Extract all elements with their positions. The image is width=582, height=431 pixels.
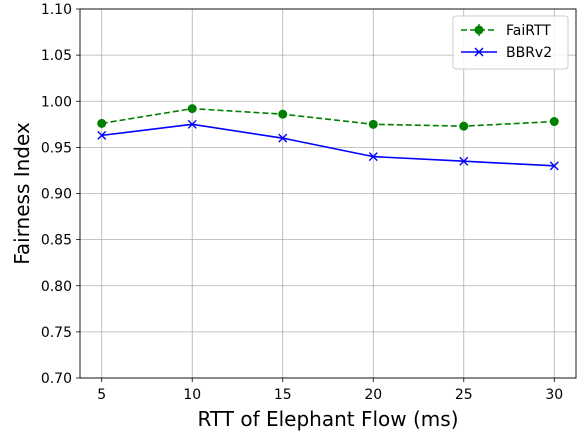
data-point [459,156,469,166]
data-point [278,133,288,143]
x-axis-label: RTT of Elephant Flow (ms) [197,407,458,431]
y-tick-label: 0.85 [41,233,72,249]
x-tick-label: 10 [183,387,201,403]
data-point [97,130,107,140]
series-line [101,107,555,127]
axis-ticks: 5 10 15 20 25 30 0.70 0.75 0.80 0.85 0.90 0.95 1.00 1… [41,2,563,403]
x-marker-stroke [474,47,484,57]
x-marker-stroke [368,152,378,162]
data-point [187,119,197,129]
data-point [459,121,469,131]
x-tick-label: 15 [274,387,292,403]
legend-label: FaiRTT [506,23,551,39]
legend-marker [474,25,484,35]
x-tick-label: 20 [364,387,382,403]
x-marker-stroke [187,119,197,129]
x-marker-stroke [97,130,107,140]
legend: FaiRTT BBRv2 [452,15,569,70]
y-tick-label: 0.70 [41,371,72,387]
series-group [97,104,559,171]
y-tick-label: 0.80 [41,279,72,295]
x-marker-stroke [278,133,288,143]
data-point [549,117,559,127]
legend-item-fairtt: FaiRTT [461,23,551,39]
x-marker-stroke [459,156,469,166]
x-marker-stroke [549,161,559,171]
y-axis-label: Fairness Index [10,122,34,265]
y-tick-label: 0.90 [41,187,72,203]
series-line [101,123,555,167]
data-point [549,161,559,171]
x-tick-label: 25 [455,387,473,403]
legend-label: BBRv2 [506,45,552,61]
y-tick-label: 0.75 [41,325,72,341]
series-fairtt [97,104,559,131]
y-tick-label: 1.10 [41,2,72,18]
series-bbrv2 [97,119,559,171]
y-tick-label: 1.05 [41,48,72,64]
data-point [368,152,378,162]
legend-item-bbrv2: BBRv2 [461,45,552,61]
data-point [368,119,378,129]
x-tick-label: 5 [97,387,106,403]
data-point [278,109,288,119]
x-tick-label: 30 [545,387,563,403]
data-point [187,104,197,114]
legend-marker [474,47,484,57]
y-tick-label: 1.00 [41,94,72,110]
data-point [97,118,107,128]
y-tick-label: 0.95 [41,140,72,156]
